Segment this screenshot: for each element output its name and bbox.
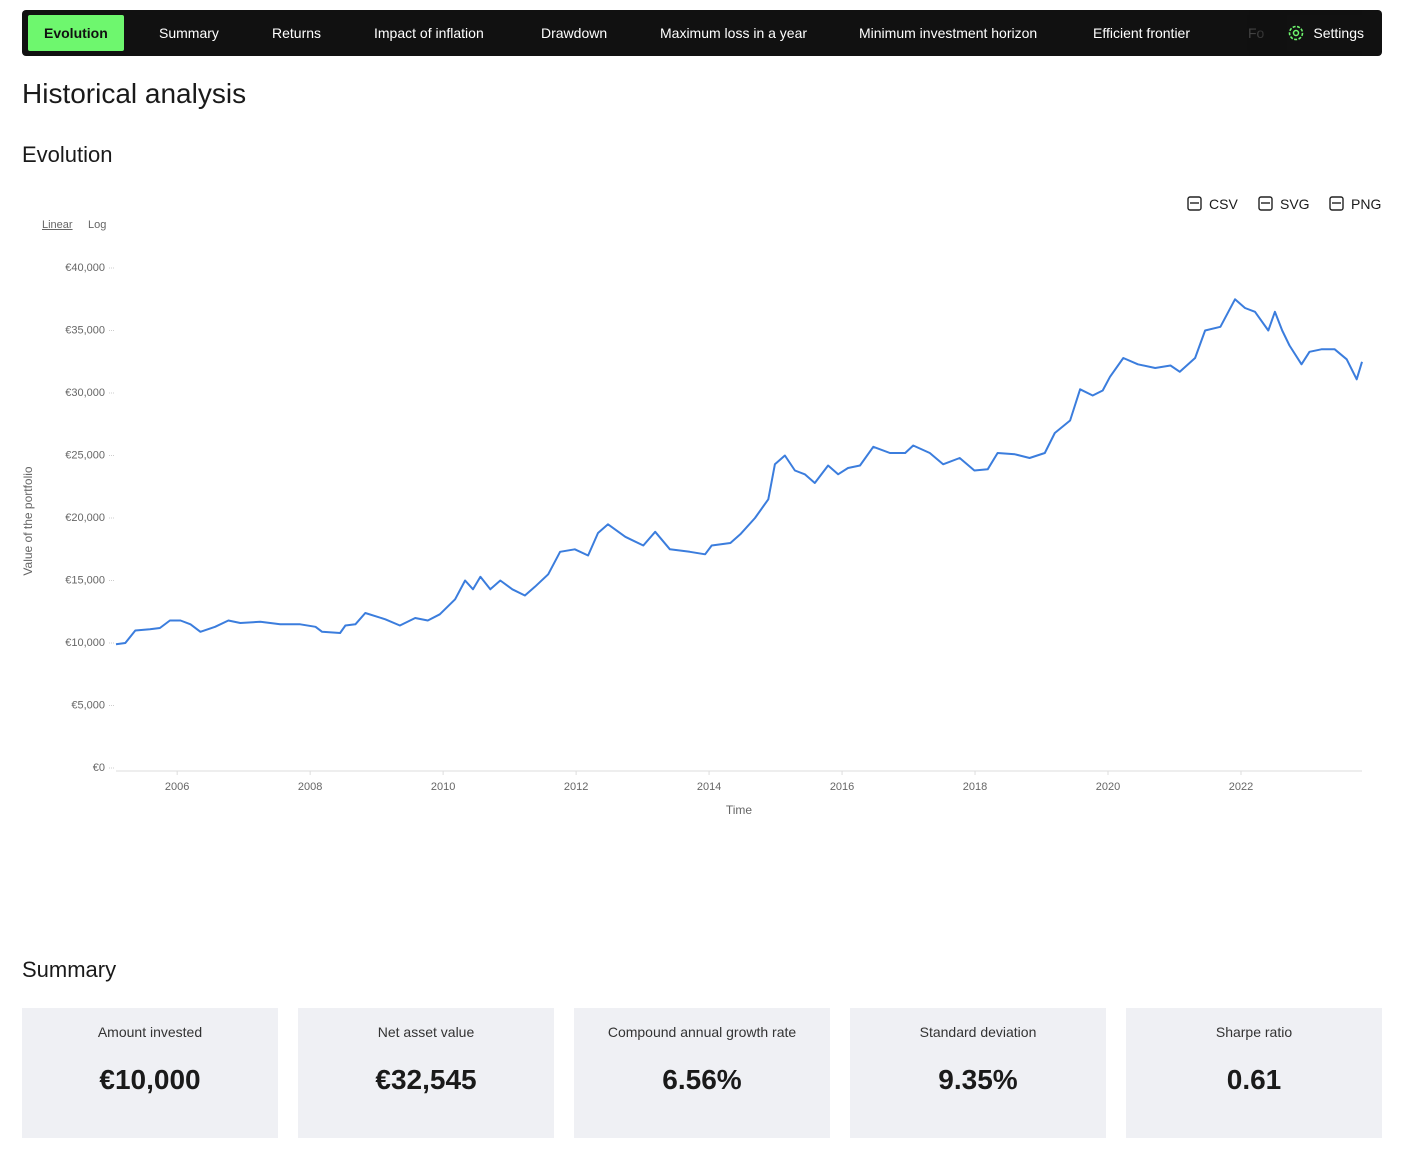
x-tick-label: 2012 (564, 781, 588, 793)
summary-card: Standard deviation 9.35% (850, 1008, 1106, 1138)
nav-tab[interactable]: Drawdown (541, 25, 608, 41)
icon-frame (1329, 196, 1344, 211)
card-value: €10,000 (99, 1064, 201, 1095)
summary-card: Sharpe ratio 0.61 (1126, 1008, 1382, 1138)
export-label: CSV (1209, 196, 1238, 212)
export-label: PNG (1351, 196, 1382, 212)
nav-bar: Evolution Summary Returns Impact of inflati… (22, 10, 1382, 56)
y-tick-label: €20,000 (65, 512, 105, 524)
summary-title: Summary (22, 957, 117, 982)
settings-label: Settings (1313, 25, 1364, 41)
card-label: Standard deviation (919, 1024, 1037, 1040)
export-icon (1258, 196, 1273, 211)
icon-frame (1187, 196, 1202, 211)
page-title: Historical analysis (22, 78, 247, 109)
nav-tab[interactable]: Summary (159, 25, 219, 41)
value-line (115, 298, 1363, 646)
card-value: 9.35% (938, 1064, 1018, 1095)
x-tick-label: 2022 (1229, 781, 1253, 793)
export-button[interactable]: CSV (1187, 195, 1238, 213)
y-tick-label: €35,000 (65, 324, 105, 336)
nav-tab[interactable]: Efficient frontier (1093, 25, 1191, 41)
scale-option[interactable]: Log (88, 219, 107, 231)
x-tick-label: 2014 (697, 781, 721, 793)
icon-frame (1258, 196, 1273, 211)
gear-icon (1289, 25, 1304, 41)
card-label: Compound annual growth rate (607, 1024, 797, 1040)
export-label: SVG (1280, 196, 1310, 212)
card-value: €32,545 (375, 1064, 477, 1095)
card-value: 6.56% (662, 1064, 742, 1095)
nav-tab[interactable]: Maximum loss in a year (660, 25, 808, 41)
y-axis-label: Value of the portfolio (21, 466, 35, 576)
x-tick-label: 2020 (1096, 781, 1120, 793)
chart: €0 €5,000 €10,000 €15,000 €20,000 €25,000 €30,… (21, 262, 1363, 817)
card-label: Net asset value (377, 1024, 475, 1040)
export-button[interactable]: SVG (1258, 195, 1310, 213)
export-icon (1187, 196, 1202, 211)
nav-tab[interactable]: Fo (1248, 25, 1265, 41)
export-icon (1329, 196, 1344, 211)
summary-card: Compound annual growth rate 6.56% (574, 1008, 830, 1138)
card-label: Sharpe ratio (1215, 1024, 1293, 1040)
card-label: Amount invested (97, 1024, 203, 1040)
card-value: 0.61 (1226, 1064, 1282, 1095)
x-axis-label: Time (726, 803, 753, 817)
y-tick-label: €25,000 (65, 449, 105, 461)
summary-card: Net asset value €32,545 (298, 1008, 554, 1138)
x-tick-label: 2018 (963, 781, 987, 793)
summary-card: Amount invested €10,000 (22, 1008, 278, 1138)
y-tick-label: €5,000 (71, 699, 105, 711)
nav-tab[interactable]: Evolution (28, 15, 124, 51)
nav-tab[interactable]: Minimum investment horizon (859, 25, 1038, 41)
y-tick-label: €15,000 (65, 574, 105, 586)
scale-option[interactable]: Linear (42, 219, 73, 231)
x-tick-label: 2008 (298, 781, 322, 793)
y-tick-label: €0 (93, 762, 105, 774)
x-tick-label: 2010 (431, 781, 455, 793)
x-tick-label: 2016 (830, 781, 854, 793)
y-tick-label: €40,000 (65, 262, 105, 274)
export-button[interactable]: PNG (1329, 195, 1381, 213)
settings-button[interactable]: Settings (1287, 15, 1364, 51)
section-title: Evolution (22, 142, 113, 167)
y-tick-label: €10,000 (65, 637, 105, 649)
nav-tab[interactable]: Returns (272, 25, 322, 41)
y-tick-label: €30,000 (65, 387, 105, 399)
x-tick-label: 2006 (165, 781, 189, 793)
nav-tab[interactable]: Impact of inflation (374, 25, 484, 41)
